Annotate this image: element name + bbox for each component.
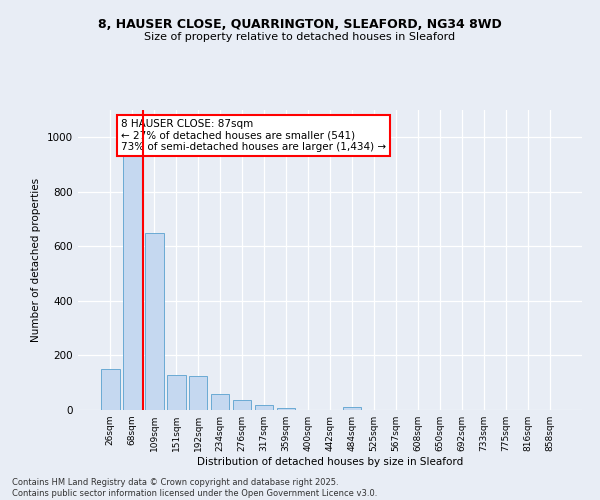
Bar	[277, 408, 295, 410]
Text: 8, HAUSER CLOSE, QUARRINGTON, SLEAFORD, NG34 8WD: 8, HAUSER CLOSE, QUARRINGTON, SLEAFORD, …	[98, 18, 502, 30]
Bar	[123, 156, 142, 410]
Bar	[211, 394, 229, 410]
X-axis label: Distribution of detached houses by size in Sleaford: Distribution of detached houses by size …	[197, 457, 463, 467]
Bar	[101, 369, 119, 410]
Text: Size of property relative to detached houses in Sleaford: Size of property relative to detached ho…	[145, 32, 455, 42]
Bar	[189, 376, 208, 410]
Bar	[255, 405, 274, 410]
Bar	[343, 406, 361, 410]
Text: 8 HAUSER CLOSE: 87sqm
← 27% of detached houses are smaller (541)
73% of semi-det: 8 HAUSER CLOSE: 87sqm ← 27% of detached …	[121, 119, 386, 152]
Bar	[167, 374, 185, 410]
Text: Contains HM Land Registry data © Crown copyright and database right 2025.
Contai: Contains HM Land Registry data © Crown c…	[12, 478, 377, 498]
Y-axis label: Number of detached properties: Number of detached properties	[31, 178, 41, 342]
Bar	[233, 400, 251, 410]
Bar	[145, 232, 164, 410]
